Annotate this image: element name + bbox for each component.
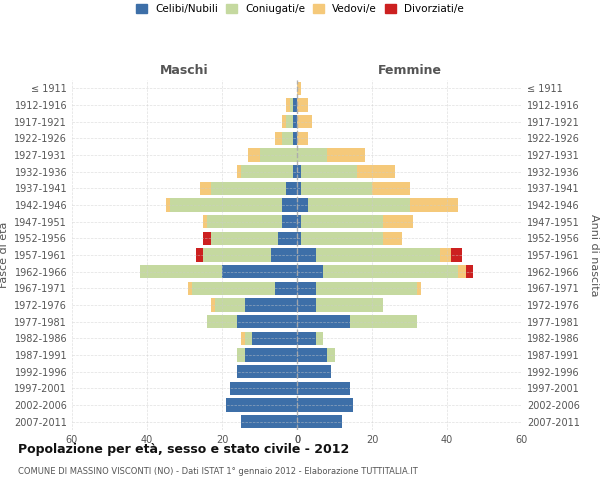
Bar <box>297 248 316 262</box>
Bar <box>211 298 215 312</box>
Bar <box>199 182 211 195</box>
Bar <box>458 265 466 278</box>
Bar <box>301 215 383 228</box>
Bar <box>327 148 365 162</box>
Bar <box>293 132 297 145</box>
Text: COMUNE DI MASSINO VISCONTI (NO) - Dati ISTAT 1° gennaio 2012 - Elaborazione TUTT: COMUNE DI MASSINO VISCONTI (NO) - Dati I… <box>18 468 418 476</box>
Bar <box>278 232 297 245</box>
Bar <box>297 415 342 428</box>
Bar <box>293 98 297 112</box>
Bar <box>349 315 417 328</box>
Bar <box>297 298 316 312</box>
Bar <box>383 215 413 228</box>
Bar <box>451 248 462 262</box>
Bar <box>282 215 297 228</box>
Bar <box>237 348 245 362</box>
Bar <box>282 115 286 128</box>
Bar <box>282 132 293 145</box>
Bar <box>241 332 245 345</box>
Bar <box>297 132 308 145</box>
Title: Maschi: Maschi <box>160 64 209 78</box>
Bar <box>297 98 308 112</box>
Bar <box>170 198 282 211</box>
Bar <box>241 415 297 428</box>
Bar <box>275 282 297 295</box>
Bar <box>297 348 327 362</box>
Bar <box>297 215 301 228</box>
Bar <box>237 165 241 178</box>
Bar <box>211 232 278 245</box>
Bar <box>290 98 293 112</box>
Bar <box>316 332 323 345</box>
Bar <box>297 282 316 295</box>
Bar <box>237 365 297 378</box>
Bar <box>409 198 458 211</box>
Bar <box>297 332 316 345</box>
Bar <box>286 115 293 128</box>
Bar <box>297 232 301 245</box>
Title: Femmine: Femmine <box>377 64 442 78</box>
Bar <box>323 265 458 278</box>
Bar <box>211 182 286 195</box>
Bar <box>297 148 327 162</box>
Bar <box>297 315 349 328</box>
Bar <box>260 148 297 162</box>
Bar <box>297 265 323 278</box>
Bar <box>215 298 245 312</box>
Bar <box>383 232 402 245</box>
Bar <box>308 198 409 211</box>
Bar <box>245 298 297 312</box>
Bar <box>229 382 297 395</box>
Bar <box>241 165 293 178</box>
Bar <box>207 315 237 328</box>
Bar <box>297 398 353 411</box>
Y-axis label: Anni di nascita: Anni di nascita <box>589 214 599 296</box>
Bar <box>248 148 260 162</box>
Bar <box>297 165 301 178</box>
Bar <box>139 265 222 278</box>
Bar <box>301 165 357 178</box>
Bar <box>297 365 331 378</box>
Bar <box>245 348 297 362</box>
Bar <box>357 165 395 178</box>
Bar <box>226 398 297 411</box>
Bar <box>439 248 451 262</box>
Bar <box>203 215 207 228</box>
Bar <box>293 165 297 178</box>
Bar <box>316 248 439 262</box>
Bar <box>286 98 290 112</box>
Bar <box>301 182 372 195</box>
Bar <box>417 282 421 295</box>
Bar <box>222 265 297 278</box>
Bar <box>327 348 335 362</box>
Bar <box>237 315 297 328</box>
Bar <box>203 248 271 262</box>
Bar <box>196 248 203 262</box>
Bar <box>188 282 192 295</box>
Y-axis label: Fasce di età: Fasce di età <box>0 222 9 288</box>
Bar <box>282 198 297 211</box>
Bar <box>297 115 312 128</box>
Bar <box>245 332 252 345</box>
Legend: Celibi/Nubili, Coniugati/e, Vedovi/e, Divorziati/e: Celibi/Nubili, Coniugati/e, Vedovi/e, Di… <box>132 0 468 18</box>
Bar <box>166 198 170 211</box>
Text: Popolazione per età, sesso e stato civile - 2012: Popolazione per età, sesso e stato civil… <box>18 442 349 456</box>
Bar <box>372 182 409 195</box>
Bar <box>466 265 473 278</box>
Bar <box>316 282 417 295</box>
Bar <box>286 182 297 195</box>
Bar <box>297 182 301 195</box>
Bar <box>297 198 308 211</box>
Bar <box>203 232 211 245</box>
Bar <box>301 232 383 245</box>
Bar <box>297 82 301 95</box>
Bar <box>271 248 297 262</box>
Bar <box>252 332 297 345</box>
Bar <box>316 298 383 312</box>
Bar <box>275 132 282 145</box>
Bar <box>293 115 297 128</box>
Bar <box>192 282 275 295</box>
Bar <box>297 382 349 395</box>
Bar <box>207 215 282 228</box>
